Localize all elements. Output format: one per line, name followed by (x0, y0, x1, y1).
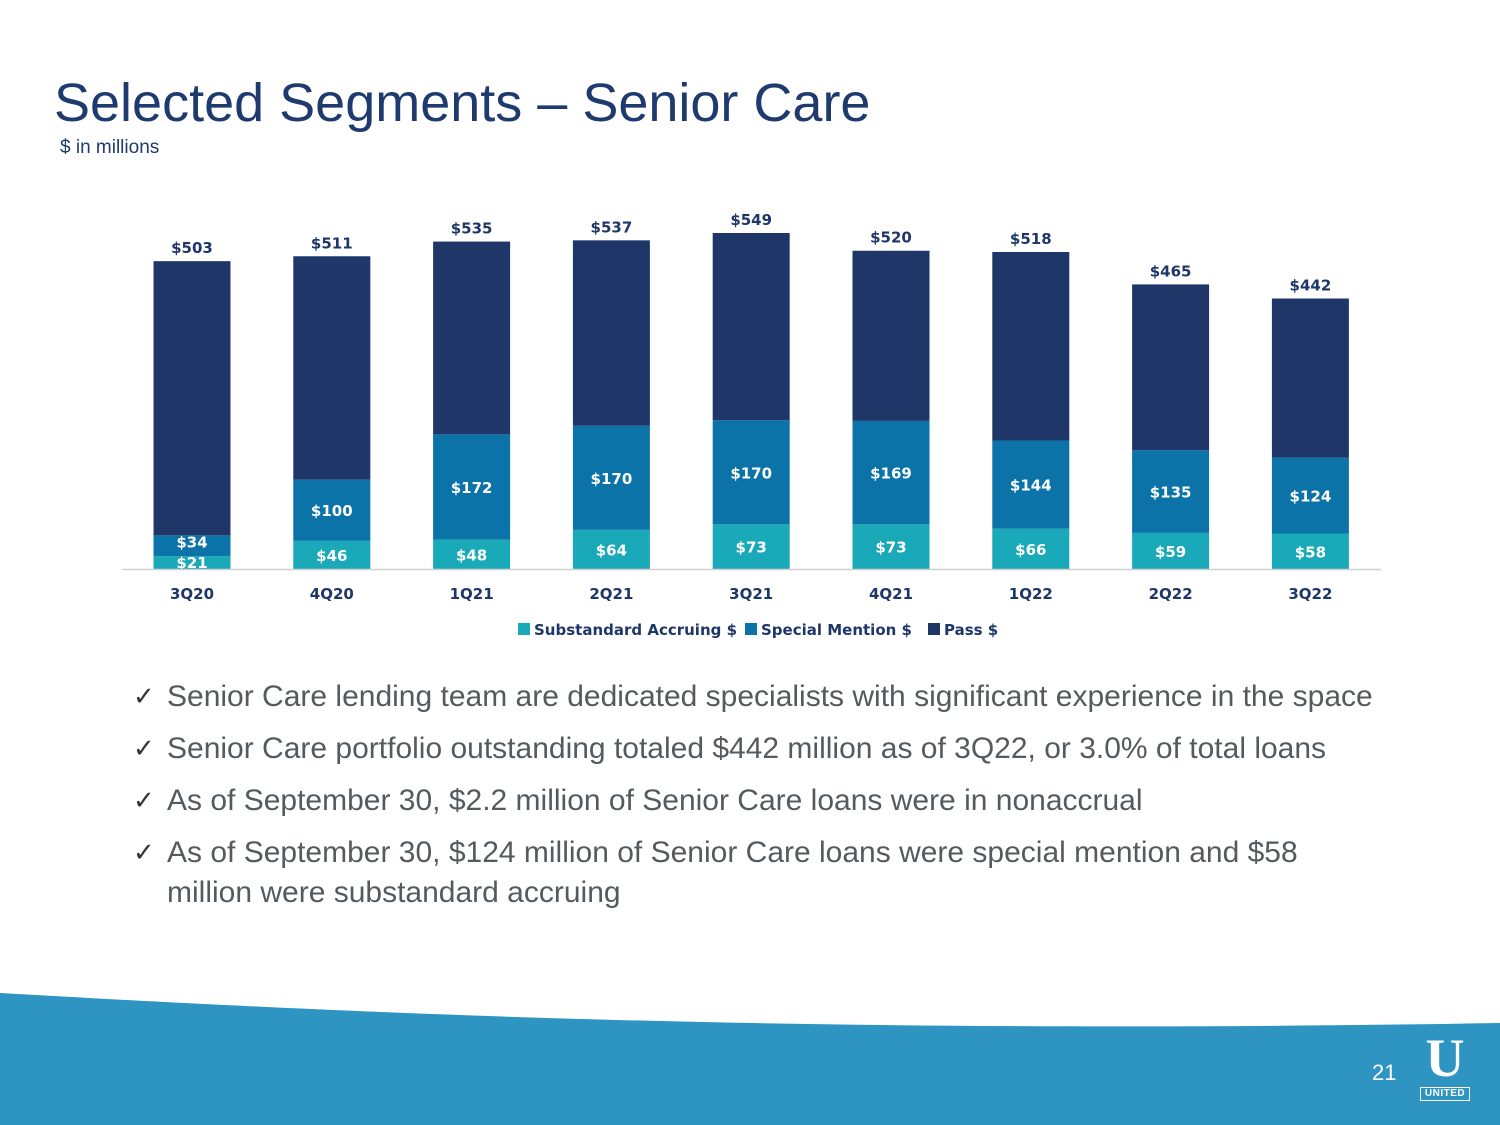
logo-letter: U (1425, 1028, 1465, 1088)
check-icon: ✓ (133, 682, 155, 712)
x-tick-label: 3Q22 (1288, 585, 1332, 603)
bar-substandard (293, 540, 371, 569)
data-label-special-mention: $135 (1150, 484, 1192, 502)
stacked-bar-chart: $21 $34 $503 3Q20 $46 $100 $511 4Q20 $48 $172 $535… (122, 211, 1381, 639)
data-label-total: $537 (591, 218, 633, 236)
data-label-special-mention: $172 (451, 479, 493, 497)
bar-pass (992, 251, 1070, 441)
x-tick-label: 1Q21 (450, 585, 494, 603)
legend-swatch (928, 623, 940, 635)
bar-pass (852, 250, 930, 421)
bullet-item: ✓ Senior Care portfolio outstanding tota… (133, 729, 1383, 769)
bullet-text: Senior Care portfolio outstanding totale… (167, 732, 1327, 765)
logo-text: UNITED (1420, 1087, 1470, 1101)
x-tick-label: 2Q22 (1149, 585, 1193, 603)
page-number: 21 (1372, 1060, 1397, 1085)
footer-wave (0, 993, 1500, 1125)
check-icon: ✓ (133, 786, 155, 816)
data-label-substandard: $66 (1015, 541, 1046, 559)
x-tick-label: 3Q21 (729, 585, 773, 603)
bullet-text: As of September 30, $2.2 million of Seni… (167, 784, 1143, 817)
bar-pass (712, 233, 790, 421)
data-label-special-mention: $170 (591, 470, 633, 488)
data-label-total: $518 (1010, 230, 1052, 248)
bar-special-mention (712, 420, 790, 525)
data-label-substandard: $58 (1295, 543, 1326, 561)
legend-label: Pass $ (944, 621, 998, 639)
bar-special-mention (293, 479, 371, 541)
bar-pass (1132, 284, 1210, 451)
bar-substandard (153, 556, 231, 569)
bar-special-mention (1271, 457, 1349, 534)
bar-substandard (1271, 533, 1349, 569)
bar-special-mention (572, 425, 650, 530)
bar-pass (433, 241, 511, 435)
bar-substandard (852, 524, 930, 569)
data-label-special-mention: $170 (730, 464, 772, 482)
legend-swatch (745, 623, 757, 635)
data-label-substandard: $21 (176, 554, 207, 572)
legend-swatch (518, 623, 530, 635)
bar-pass (153, 261, 231, 536)
bullet-item: ✓ As of September 30, $2.2 million of Se… (133, 781, 1383, 821)
data-label-total: $511 (311, 234, 353, 252)
legend-label: Substandard Accruing $ (534, 621, 737, 639)
x-tick-label: 4Q20 (310, 585, 354, 603)
bar-special-mention (852, 420, 930, 525)
data-label-special-mention: $34 (176, 534, 207, 552)
page-subtitle: $ in millions (60, 137, 160, 158)
bar-pass (572, 240, 650, 426)
bar-special-mention (992, 440, 1070, 529)
bar-special-mention (1132, 450, 1210, 533)
bullet-text: As of September 30, $124 million of Seni… (167, 836, 1298, 909)
bullet-item: ✓ As of September 30, $124 million of Se… (133, 833, 1383, 913)
check-icon: ✓ (133, 838, 155, 868)
x-tick-label: 3Q20 (170, 585, 214, 603)
united-logo: U UNITED (1418, 1028, 1472, 1104)
data-label-total: $549 (730, 211, 772, 229)
bar-pass (1271, 298, 1349, 458)
data-label-substandard: $64 (596, 541, 627, 559)
x-tick-label: 1Q22 (1009, 585, 1053, 603)
data-label-substandard: $73 (875, 539, 906, 557)
bar-substandard (572, 529, 650, 569)
data-label-substandard: $48 (456, 546, 487, 564)
bullet-list: ✓ Senior Care lending team are dedicated… (133, 677, 1383, 925)
data-label-total: $503 (171, 239, 213, 257)
data-label-total: $520 (870, 229, 912, 247)
bar-substandard (1132, 532, 1210, 569)
data-label-substandard: $59 (1155, 543, 1186, 561)
check-icon: ✓ (133, 734, 155, 764)
x-tick-label: 2Q21 (589, 585, 633, 603)
data-label-special-mention: $144 (1010, 477, 1052, 495)
data-label-special-mention: $169 (870, 465, 912, 483)
bullet-item: ✓ Senior Care lending team are dedicated… (133, 677, 1383, 717)
data-label-total: $535 (451, 220, 493, 238)
data-label-special-mention: $124 (1290, 488, 1332, 506)
page-title: Selected Segments – Senior Care (54, 73, 871, 133)
bullet-text: Senior Care lending team are dedicated s… (167, 680, 1373, 713)
bar-special-mention (433, 434, 511, 540)
bar-substandard (712, 524, 790, 569)
bar-pass (293, 256, 371, 480)
x-tick-label: 4Q21 (869, 585, 913, 603)
bar-special-mention (153, 535, 231, 557)
data-label-total: $465 (1150, 262, 1192, 280)
bar-substandard (433, 539, 511, 569)
data-label-substandard: $46 (316, 547, 347, 565)
data-label-substandard: $73 (736, 539, 767, 557)
legend-label: Special Mention $ (761, 621, 912, 639)
data-label-total: $442 (1290, 276, 1332, 294)
bar-substandard (992, 528, 1070, 569)
data-label-special-mention: $100 (311, 502, 353, 520)
